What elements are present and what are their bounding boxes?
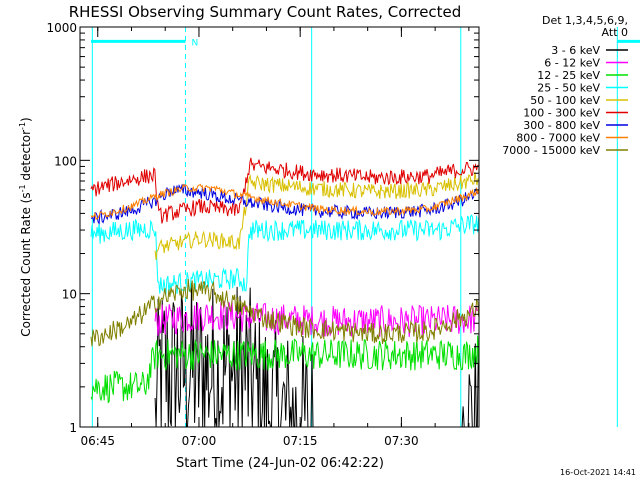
x-tick-label-0: 06:45 bbox=[80, 434, 115, 448]
legend-label-4: 50 - 100 keV bbox=[530, 94, 600, 107]
series-line-9 bbox=[90, 278, 480, 347]
y-axis-label-part-main: Corrected Count Rate (s bbox=[19, 192, 33, 336]
legend-label-3: 25 - 50 keV bbox=[537, 82, 600, 95]
legend-label-2: 12 - 25 keV bbox=[537, 69, 600, 82]
series-line-6 bbox=[90, 157, 479, 224]
y-axis-label-part-end: ) bbox=[19, 117, 33, 122]
night-marker-label: N bbox=[191, 38, 198, 48]
axes: 06:45 07:00 07:15 07:30 1 10 100 1000 bbox=[46, 21, 479, 448]
legend-label-0: 3 - 6 keV bbox=[551, 44, 600, 57]
y-tick-label-0: 1 bbox=[69, 421, 77, 435]
y-axis-label-sup2: -1 bbox=[18, 122, 27, 130]
y-axis-label-sup1: -1 bbox=[18, 184, 27, 192]
chart-title: RHESSI Observing Summary Count Rates, Co… bbox=[69, 3, 462, 21]
series-line-2 bbox=[154, 301, 479, 338]
legend-label-8: 7000 - 15000 keV bbox=[502, 144, 600, 157]
y-axis-label-part-mid: detector bbox=[19, 130, 33, 185]
plot-area: N bbox=[90, 27, 640, 428]
legend-header-0: Det 1,3,4,5,6,9, bbox=[542, 14, 628, 27]
x-tick-label-1: 07:00 bbox=[182, 434, 217, 448]
legend-label-7: 800 - 7000 keV bbox=[516, 132, 600, 145]
legend-label-6: 300 - 800 keV bbox=[523, 119, 600, 132]
x-axis-label: Start Time (24-Jun-02 06:42:22) bbox=[176, 456, 384, 471]
series-line-8 bbox=[90, 183, 480, 221]
footer-date: 16-Oct-2021 14:41 bbox=[560, 468, 636, 477]
y-tick-label-2: 100 bbox=[54, 154, 77, 168]
x-tick-label-2: 07:15 bbox=[283, 434, 318, 448]
legend-label-1: 6 - 12 keV bbox=[544, 57, 600, 70]
y-tick-label-3: 1000 bbox=[46, 21, 77, 35]
legend-label-5: 100 - 300 keV bbox=[523, 107, 600, 120]
series-line-4 bbox=[90, 214, 480, 295]
y-tick-label-1: 10 bbox=[62, 288, 77, 302]
x-tick-label-3: 07:30 bbox=[384, 434, 419, 448]
y-axis-label: Corrected Count Rate (s-1 detector-1) bbox=[18, 117, 33, 336]
series-line-3 bbox=[90, 335, 480, 404]
plot-frame bbox=[79, 26, 480, 428]
series-line-5 bbox=[154, 172, 479, 260]
legend-header-1: Att 0 bbox=[602, 26, 628, 39]
